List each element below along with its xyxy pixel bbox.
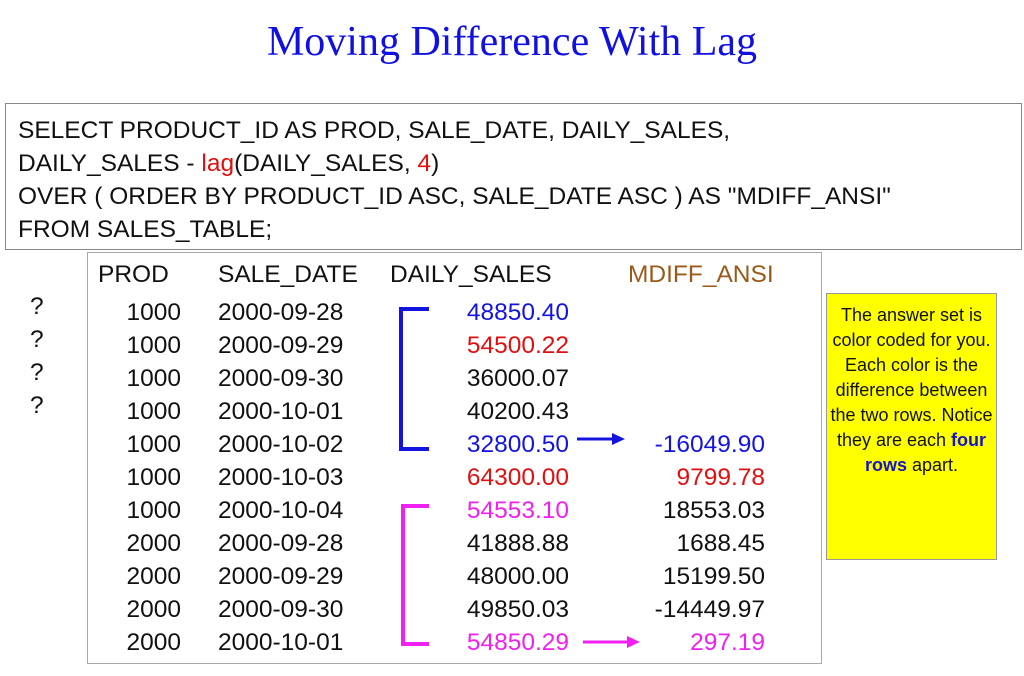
magenta-arrow-head	[627, 636, 640, 648]
cell-sale-date: 2000-09-29	[218, 332, 344, 359]
cell-prod: 1000	[126, 497, 181, 524]
table-row: 1000 2000-09-29 54500.22 ?	[30, 326, 823, 362]
cell-sale-date: 2000-10-01	[218, 398, 344, 425]
blue-bracket	[399, 307, 429, 451]
sql-lag-function: lag	[201, 150, 235, 177]
cell-mdiff-ansi: 15199.50	[662, 563, 765, 590]
cell-daily-sales: 36000.07	[466, 365, 569, 392]
column-header-prod: PROD	[98, 261, 169, 288]
sql-line-4: FROM SALES_TABLE;	[18, 216, 273, 243]
table-row: 1000 2000-09-30 36000.07 ?	[30, 359, 823, 395]
table-row: 2000 2000-10-01 54850.29 297.19	[88, 626, 823, 659]
sql-lag-offset: 4	[417, 150, 432, 177]
cell-mdiff-ansi: -16049.90	[654, 431, 765, 458]
sql-text: DAILY_SALES -	[18, 150, 202, 177]
cell-daily-sales: 49850.03	[466, 596, 569, 623]
column-header-daily-sales: DAILY_SALES	[390, 261, 552, 288]
cell-sale-date: 2000-10-03	[218, 464, 344, 491]
blue-arrow-head	[612, 433, 625, 445]
cell-prod: 2000	[126, 596, 181, 623]
table-row: 2000 2000-09-29 48000.00 15199.50	[88, 560, 823, 593]
note-text-end: apart.	[906, 455, 959, 475]
cell-mdiff-ansi: 1688.45	[676, 530, 765, 557]
cell-prod: 1000	[126, 431, 181, 458]
cell-mdiff-ansi: 18553.03	[662, 497, 765, 524]
cell-mdiff-ansi: -14449.97	[654, 596, 765, 623]
explanation-note: The answer set is color coded for you. E…	[826, 293, 997, 560]
cell-prod: 2000	[126, 530, 181, 557]
cell-prod: 1000	[126, 299, 181, 326]
cell-mdiff-ansi: ?	[30, 326, 44, 353]
cell-sale-date: 2000-09-28	[218, 299, 344, 326]
cell-prod: 1000	[126, 464, 181, 491]
table-header: PROD SALE_DATE DAILY_SALES MDIFF_ANSI	[88, 258, 823, 291]
sql-line-1: SELECT PRODUCT_ID AS PROD, SALE_DATE, DA…	[18, 117, 731, 144]
cell-daily-sales: 48850.40	[466, 299, 569, 326]
sql-line-2: DAILY_SALES - lag(DAILY_SALES, 4)	[18, 147, 1009, 180]
cell-sale-date: 2000-09-30	[218, 365, 344, 392]
annotation-overlay	[399, 307, 640, 648]
slide-title: Moving Difference With Lag	[266, 19, 758, 65]
cell-daily-sales: 64300.00	[466, 464, 569, 491]
cell-sale-date: 2000-09-28	[218, 530, 344, 557]
cell-prod: 2000	[126, 563, 181, 590]
cell-mdiff-ansi: ?	[30, 293, 44, 320]
cell-daily-sales: 48000.00	[466, 563, 569, 590]
cell-daily-sales: 41888.88	[466, 530, 569, 557]
cell-daily-sales: 54500.22	[466, 332, 569, 359]
cell-prod: 1000	[126, 332, 181, 359]
note-emphasis: four rows	[864, 430, 987, 475]
table-row: 1000 2000-10-04 54553.10 18553.03	[88, 494, 823, 527]
table-row: 2000 2000-09-28 41888.88 1688.45	[88, 527, 823, 560]
result-table: PROD SALE_DATE DAILY_SALES MDIFF_ANSI 10…	[30, 252, 823, 664]
table-row: 1000 2000-10-03 64300.00 9799.78	[88, 461, 823, 494]
cell-prod: 1000	[126, 365, 181, 392]
table-row: 2000 2000-09-30 49850.03 -14449.97	[88, 593, 823, 626]
cell-daily-sales: 40200.43	[466, 398, 569, 425]
cell-daily-sales: 54553.10	[466, 497, 569, 524]
table-row: 1000 2000-10-02 32800.50 -16049.90	[88, 428, 823, 461]
sql-line-3: OVER ( ORDER BY PRODUCT_ID ASC, SALE_DAT…	[18, 183, 891, 210]
cell-sale-date: 2000-09-30	[218, 596, 344, 623]
cell-sale-date: 2000-10-02	[218, 431, 344, 458]
table-row: 1000 2000-09-28 48850.40 ?	[30, 293, 823, 329]
sql-query-box: SELECT PRODUCT_ID AS PROD, SALE_DATE, DA…	[5, 103, 1022, 250]
cell-sale-date: 2000-10-01	[218, 629, 344, 656]
cell-mdiff-ansi: 9799.78	[676, 464, 765, 491]
column-header-sale-date: SALE_DATE	[218, 261, 358, 288]
cell-mdiff-ansi: 297.19	[690, 629, 765, 656]
cell-prod: 1000	[126, 398, 181, 425]
sql-text: (DAILY_SALES,	[234, 150, 418, 177]
column-header-mdiff-ansi: MDIFF_ANSI	[628, 261, 774, 288]
cell-mdiff-ansi: ?	[30, 359, 44, 386]
cell-sale-date: 2000-10-04	[218, 497, 344, 524]
cell-mdiff-ansi: ?	[30, 392, 44, 419]
cell-daily-sales: 54850.29	[466, 629, 569, 656]
cell-daily-sales: 32800.50	[466, 431, 569, 458]
sql-text: )	[431, 150, 440, 177]
table-row: 1000 2000-10-01 40200.43 ?	[30, 392, 823, 428]
cell-sale-date: 2000-09-29	[218, 563, 344, 590]
note-text: The answer set is color coded for you. E…	[830, 305, 993, 450]
magenta-bracket	[401, 504, 429, 646]
cell-prod: 2000	[126, 629, 181, 656]
